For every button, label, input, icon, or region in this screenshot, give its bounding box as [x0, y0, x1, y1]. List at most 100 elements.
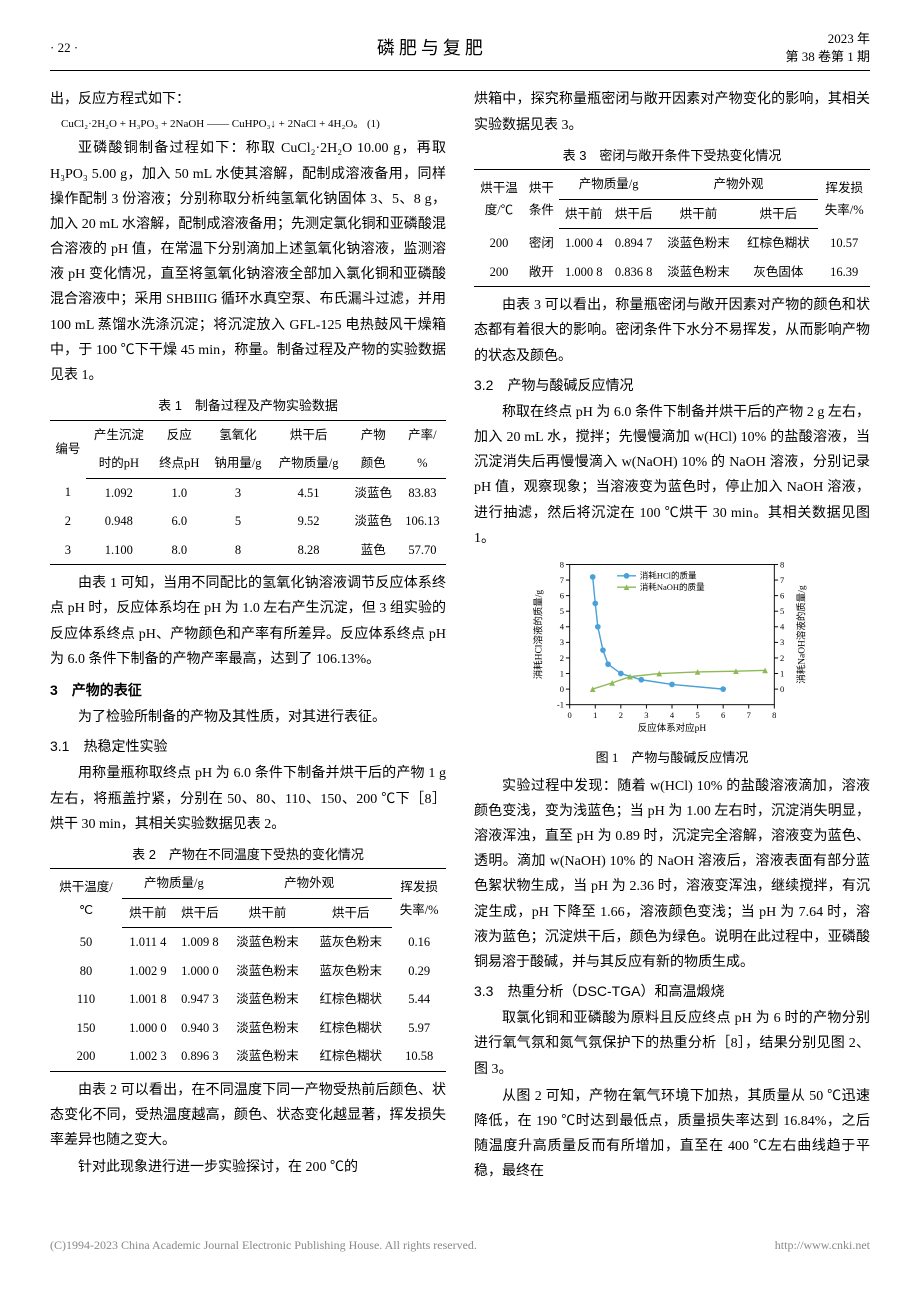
svg-text:7: 7	[560, 575, 565, 585]
section-3-2-title: 3.2 产物与酸碱反应情况	[474, 373, 870, 398]
svg-text:消耗NaOH溶液的质量/g: 消耗NaOH溶液的质量/g	[796, 585, 808, 684]
svg-text:7: 7	[747, 710, 752, 720]
t2-h-temp: 烘干温度/℃	[50, 869, 122, 928]
t2-body: 501.011 41.009 8淡蓝色粉末蓝灰色粉末0.16 801.002 9…	[50, 928, 446, 1072]
t2-h-mass: 产物质量/g	[122, 869, 226, 899]
year-line: 2023 年	[785, 30, 870, 48]
t2-h-appearance: 产物外观	[226, 869, 392, 899]
t3-h-a2: 烘干后	[738, 199, 818, 229]
table-row: 31.1008.088.28蓝色57.70	[50, 536, 446, 565]
svg-text:2: 2	[780, 653, 784, 663]
svg-text:6: 6	[560, 590, 564, 600]
t3-h-a1: 烘干后	[609, 199, 659, 229]
t1-h-yield-b: %	[399, 449, 446, 478]
table-row: 200敞开1.000 80.836 8淡蓝色粉末灰色固体16.39	[474, 258, 870, 287]
svg-text:5: 5	[560, 606, 564, 616]
t3-body: 200密闭1.000 40.894 7淡蓝色粉末红棕色糊状10.57 200敞开…	[474, 229, 870, 287]
svg-text:4: 4	[780, 622, 785, 632]
table-3: 烘干温度/℃ 烘干条件 产物质量/g 产物外观 挥发损失率/% 烘干前 烘干后 …	[474, 169, 870, 287]
svg-text:5: 5	[780, 606, 784, 616]
table-row: 1101.001 80.947 3淡蓝色粉末红棕色糊状5.44	[50, 985, 446, 1014]
para-s33-b: 从图 2 可知，产物在氧气环境下加热，其质量从 50 ℃迅速降低，在 190 ℃…	[474, 1084, 870, 1185]
svg-text:3: 3	[644, 710, 648, 720]
svg-text:8: 8	[780, 559, 784, 569]
svg-text:0: 0	[780, 684, 784, 694]
para-s33-a: 取氯化铜和亚磷酸为原料且反应终点 pH 为 6 时的产物分别进行氧气氛和氮气氛保…	[474, 1006, 870, 1082]
table3-caption: 表 3 密闭与敞开条件下受热变化情况	[474, 144, 870, 167]
section-3-3-title: 3.3 热重分析（DSC-TGA）和高温煅烧	[474, 979, 870, 1004]
svg-text:6: 6	[780, 590, 784, 600]
para-s32: 称取在终点 pH 为 6.0 条件下制备并烘干后的产物 2 g 左右，加入 20…	[474, 400, 870, 551]
page-header: 22 磷肥与复肥 2023 年 第 38 卷第 1 期	[50, 30, 870, 71]
t1-h-ph2a: 反应	[152, 420, 206, 449]
svg-text:1: 1	[780, 668, 784, 678]
footer-copyright: (C)1994-2023 China Academic Journal Elec…	[50, 1235, 477, 1257]
svg-text:消耗HCl溶液的质量/g: 消耗HCl溶液的质量/g	[532, 590, 544, 680]
table-row: 200密闭1.000 40.894 7淡蓝色粉末红棕色糊状10.57	[474, 229, 870, 258]
table-2: 烘干温度/℃ 产物质量/g 产物外观 挥发损失率/% 烘干前 烘干后 烘干前 烘…	[50, 868, 446, 1072]
svg-text:4: 4	[560, 622, 565, 632]
svg-text:-1: -1	[557, 700, 564, 710]
section-3-title: 3 产物的表征	[50, 678, 446, 703]
svg-text:4: 4	[670, 710, 675, 720]
left-column: 出，反应方程式如下： CuCl₂·2H₂O + H₃PO₃ + 2NaOH ——…	[50, 87, 446, 1186]
svg-text:1: 1	[560, 668, 564, 678]
t3-h-appearance: 产物外观	[659, 170, 819, 200]
para-prep: 亚磷酸铜制备过程如下：称取 CuCl₂·2H₂O 10.00 g，再取 H₃PO…	[50, 136, 446, 388]
para-t1-discuss: 由表 1 可知，当用不同配比的氢氧化钠溶液调节反应体系终点 pH 时，反应体系均…	[50, 571, 446, 672]
footer-url: http://www.cnki.net	[775, 1235, 870, 1257]
svg-text:0: 0	[560, 684, 564, 694]
svg-text:7: 7	[780, 575, 785, 585]
para-s3-intro: 为了检验所制备的产物及其性质，对其进行表征。	[50, 705, 446, 730]
t1-h-ph2b: 终点pH	[152, 449, 206, 478]
page-number: 22	[50, 36, 78, 59]
t2-h-loss: 挥发损失率/%	[392, 869, 446, 928]
t1-h-ph1a: 产生沉淀	[86, 420, 152, 449]
table-row: 2001.002 30.896 3淡蓝色粉末红棕色糊状10.58	[50, 1042, 446, 1071]
t1-h-id: 编号	[50, 420, 86, 478]
figure-1-caption: 图 1 产物与酸碱反应情况	[474, 746, 870, 769]
table-row: 801.002 91.000 0淡蓝色粉末蓝灰色粉末0.29	[50, 957, 446, 986]
svg-text:反应体系对应pH: 反应体系对应pH	[638, 722, 707, 734]
para-intro: 出，反应方程式如下：	[50, 87, 446, 112]
svg-text:3: 3	[560, 637, 564, 647]
section-3-1-title: 3.1 热稳定性实验	[50, 734, 446, 759]
table-row: 11.0921.034.51淡蓝色83.83	[50, 478, 446, 507]
t3-h-loss: 挥发损失率/%	[818, 170, 870, 229]
table-row: 1501.000 00.940 3淡蓝色粉末红棕色糊状5.97	[50, 1014, 446, 1043]
figure-1: 012345678-1012345678012345678反应体系对应pH消耗H…	[474, 555, 870, 770]
two-column-body: 出，反应方程式如下： CuCl₂·2H₂O + H₃PO₃ + 2NaOH ——…	[50, 87, 870, 1186]
right-column: 烘箱中，探究称量瓶密闭与敞开因素对产物变化的影响，其相关实验数据见表 3。 表 …	[474, 87, 870, 1186]
figure-1-svg: 012345678-1012345678012345678反应体系对应pH消耗H…	[522, 555, 822, 735]
header-right: 2023 年 第 38 卷第 1 期	[785, 30, 870, 66]
svg-text:8: 8	[560, 559, 564, 569]
t3-h-b1: 烘干前	[559, 199, 609, 229]
svg-text:3: 3	[780, 637, 784, 647]
t1-h-color-a: 产物	[348, 420, 399, 449]
svg-text:5: 5	[695, 710, 699, 720]
para-s31: 用称量瓶称取终点 pH 为 6.0 条件下制备并烘干后的产物 1 g 左右，将瓶…	[50, 761, 446, 837]
t1-h-mass-b: 产物质量/g	[269, 449, 347, 478]
svg-text:消耗HCl的质量: 消耗HCl的质量	[640, 571, 697, 581]
svg-text:0: 0	[568, 710, 572, 720]
equation-1: CuCl₂·2H₂O + H₃PO₃ + 2NaOH —— CuHPO₃↓ + …	[50, 115, 446, 135]
t1-body: 11.0921.034.51淡蓝色83.83 20.9486.059.52淡蓝色…	[50, 478, 446, 565]
svg-text:2: 2	[560, 653, 564, 663]
para-t2-cont: 针对此现象进行进一步实验探讨，在 200 ℃的	[50, 1155, 446, 1180]
t2-h-before1: 烘干前	[122, 898, 174, 928]
t2-h-after1: 烘干后	[174, 898, 226, 928]
t1-h-naoh-a: 氢氧化	[206, 420, 269, 449]
t1-h-color-b: 颜色	[348, 449, 399, 478]
table-row: 20.9486.059.52淡蓝色106.13	[50, 507, 446, 536]
t1-h-naoh-b: 钠用量/g	[206, 449, 269, 478]
journal-title: 磷肥与复肥	[377, 32, 487, 64]
t3-h-cond: 烘干条件	[524, 170, 559, 229]
table-1: 编号 产生沉淀 反应 氢氧化 烘干后 产物 产率/ 时的pH 终点pH 钠用量/…	[50, 420, 446, 566]
svg-text:2: 2	[619, 710, 623, 720]
para-t2-discuss: 由表 2 可以看出，在不同温度下同一产物受热前后颜色、状态变化不同，受热温度越高…	[50, 1078, 446, 1154]
para-r1: 烘箱中，探究称量瓶密闭与敞开因素对产物变化的影响，其相关实验数据见表 3。	[474, 87, 870, 137]
para-t3-discuss: 由表 3 可以看出，称量瓶密闭与敞开因素对产物的颜色和状态都有着很大的影响。密闭…	[474, 293, 870, 369]
table1-caption: 表 1 制备过程及产物实验数据	[50, 394, 446, 417]
t1-h-yield-a: 产率/	[399, 420, 446, 449]
t2-h-after2: 烘干后	[309, 898, 392, 928]
